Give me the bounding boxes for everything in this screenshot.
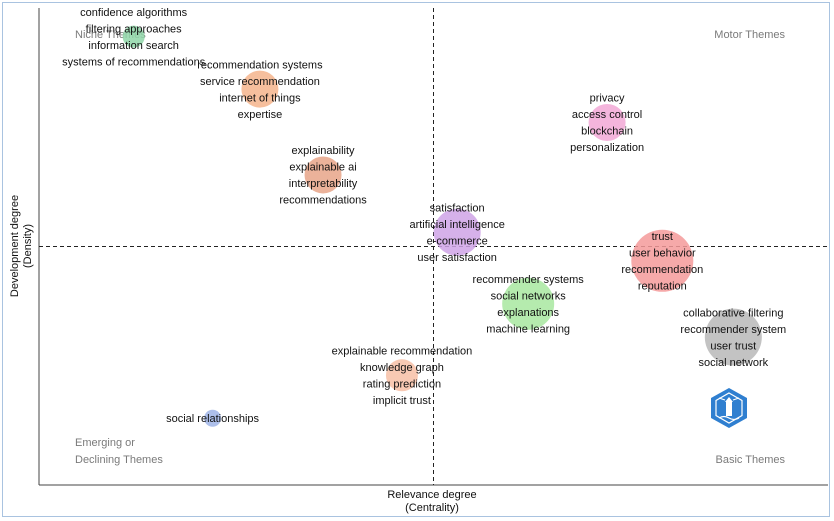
cluster-label: internet of things [219,92,301,104]
quadrant-label-basic: Basic Themes [716,454,786,466]
cluster-bubble [122,25,145,48]
logo-waves [718,415,740,421]
quadrant-label-emerging-line1: Emerging or [75,437,135,449]
cluster-label: filtering approaches [86,23,183,35]
cluster-bubble [588,103,626,141]
cluster-label: social network [698,357,768,369]
cluster-bubble [631,229,694,292]
cluster-labels: confidence algorithms filtering approache… [62,7,786,425]
cluster-label: blockchain [581,126,633,138]
cluster-bubble [502,277,555,330]
quadrant-label-motor: Motor Themes [714,29,785,41]
cluster-label: knowledge graph [360,362,444,374]
logo-tower [726,402,732,416]
cluster-label: interpretability [289,178,358,190]
cluster-bubbles [122,25,762,427]
cluster-label: explanations [497,307,559,319]
cluster-label: social networks [491,290,567,302]
y-axis-title: Development degree [9,195,21,297]
logo-beam-left [718,397,726,401]
cluster-label: privacy [590,93,625,105]
cluster-bubble [433,208,481,256]
cluster-label: explainable recommendation [332,346,473,358]
x-axis-subtitle: (Centrality) [405,502,459,514]
logo-roof [725,397,733,402]
cluster-bubble [385,359,418,392]
cluster-label: service recommendation [200,76,320,88]
cluster-label: access control [572,109,642,121]
cluster-label: implicit trust [373,395,431,407]
cluster-label: trust [652,231,673,243]
axis-titles: Relevance degree (Centrality) Developmen… [9,195,477,514]
cluster-label: social relationships [166,413,259,425]
cluster-label: reputation [638,281,687,293]
quadrant-dividers [39,8,828,485]
quadrant-label-emerging-line2: Declining Themes [75,454,163,466]
logo-beam-right [732,397,740,401]
cluster-label: confidence algorithms [80,7,188,19]
cluster-label: user satisfaction [417,252,496,264]
lighthouse-logo-icon [711,388,747,428]
cluster-label: recommendation [621,264,703,276]
cluster-label: artificial intelligence [409,219,504,231]
cluster-bubble [204,409,222,427]
cluster-label: systems of recommendations [62,56,206,68]
cluster-label: machine learning [486,323,570,335]
cluster-label: user behavior [629,248,696,260]
cluster-bubble [241,70,279,108]
y-axis-subtitle: (Density) [22,224,34,268]
cluster-label: recommender systems [473,274,585,286]
cluster-label: explainable ai [289,162,356,174]
cluster-label: collaborative filtering [683,307,783,319]
cluster-bubble [304,156,342,194]
cluster-label: user trust [710,340,756,352]
cluster-label: e-commerce [427,235,488,247]
cluster-label: recommendations [279,195,367,207]
x-axis-title: Relevance degree [387,489,476,501]
cluster-label: rating prediction [363,379,441,391]
cluster-label: recommendation systems [197,59,323,71]
cluster-bubble [704,308,762,366]
cluster-label: personalization [570,142,644,154]
cluster-label: satisfaction [430,202,485,214]
cluster-label: information search [88,40,179,52]
logo-hexagon-inner [715,392,743,424]
cluster-label: recommender system [680,324,786,336]
cluster-label: explainability [292,145,355,157]
cluster-label: expertise [238,109,283,121]
